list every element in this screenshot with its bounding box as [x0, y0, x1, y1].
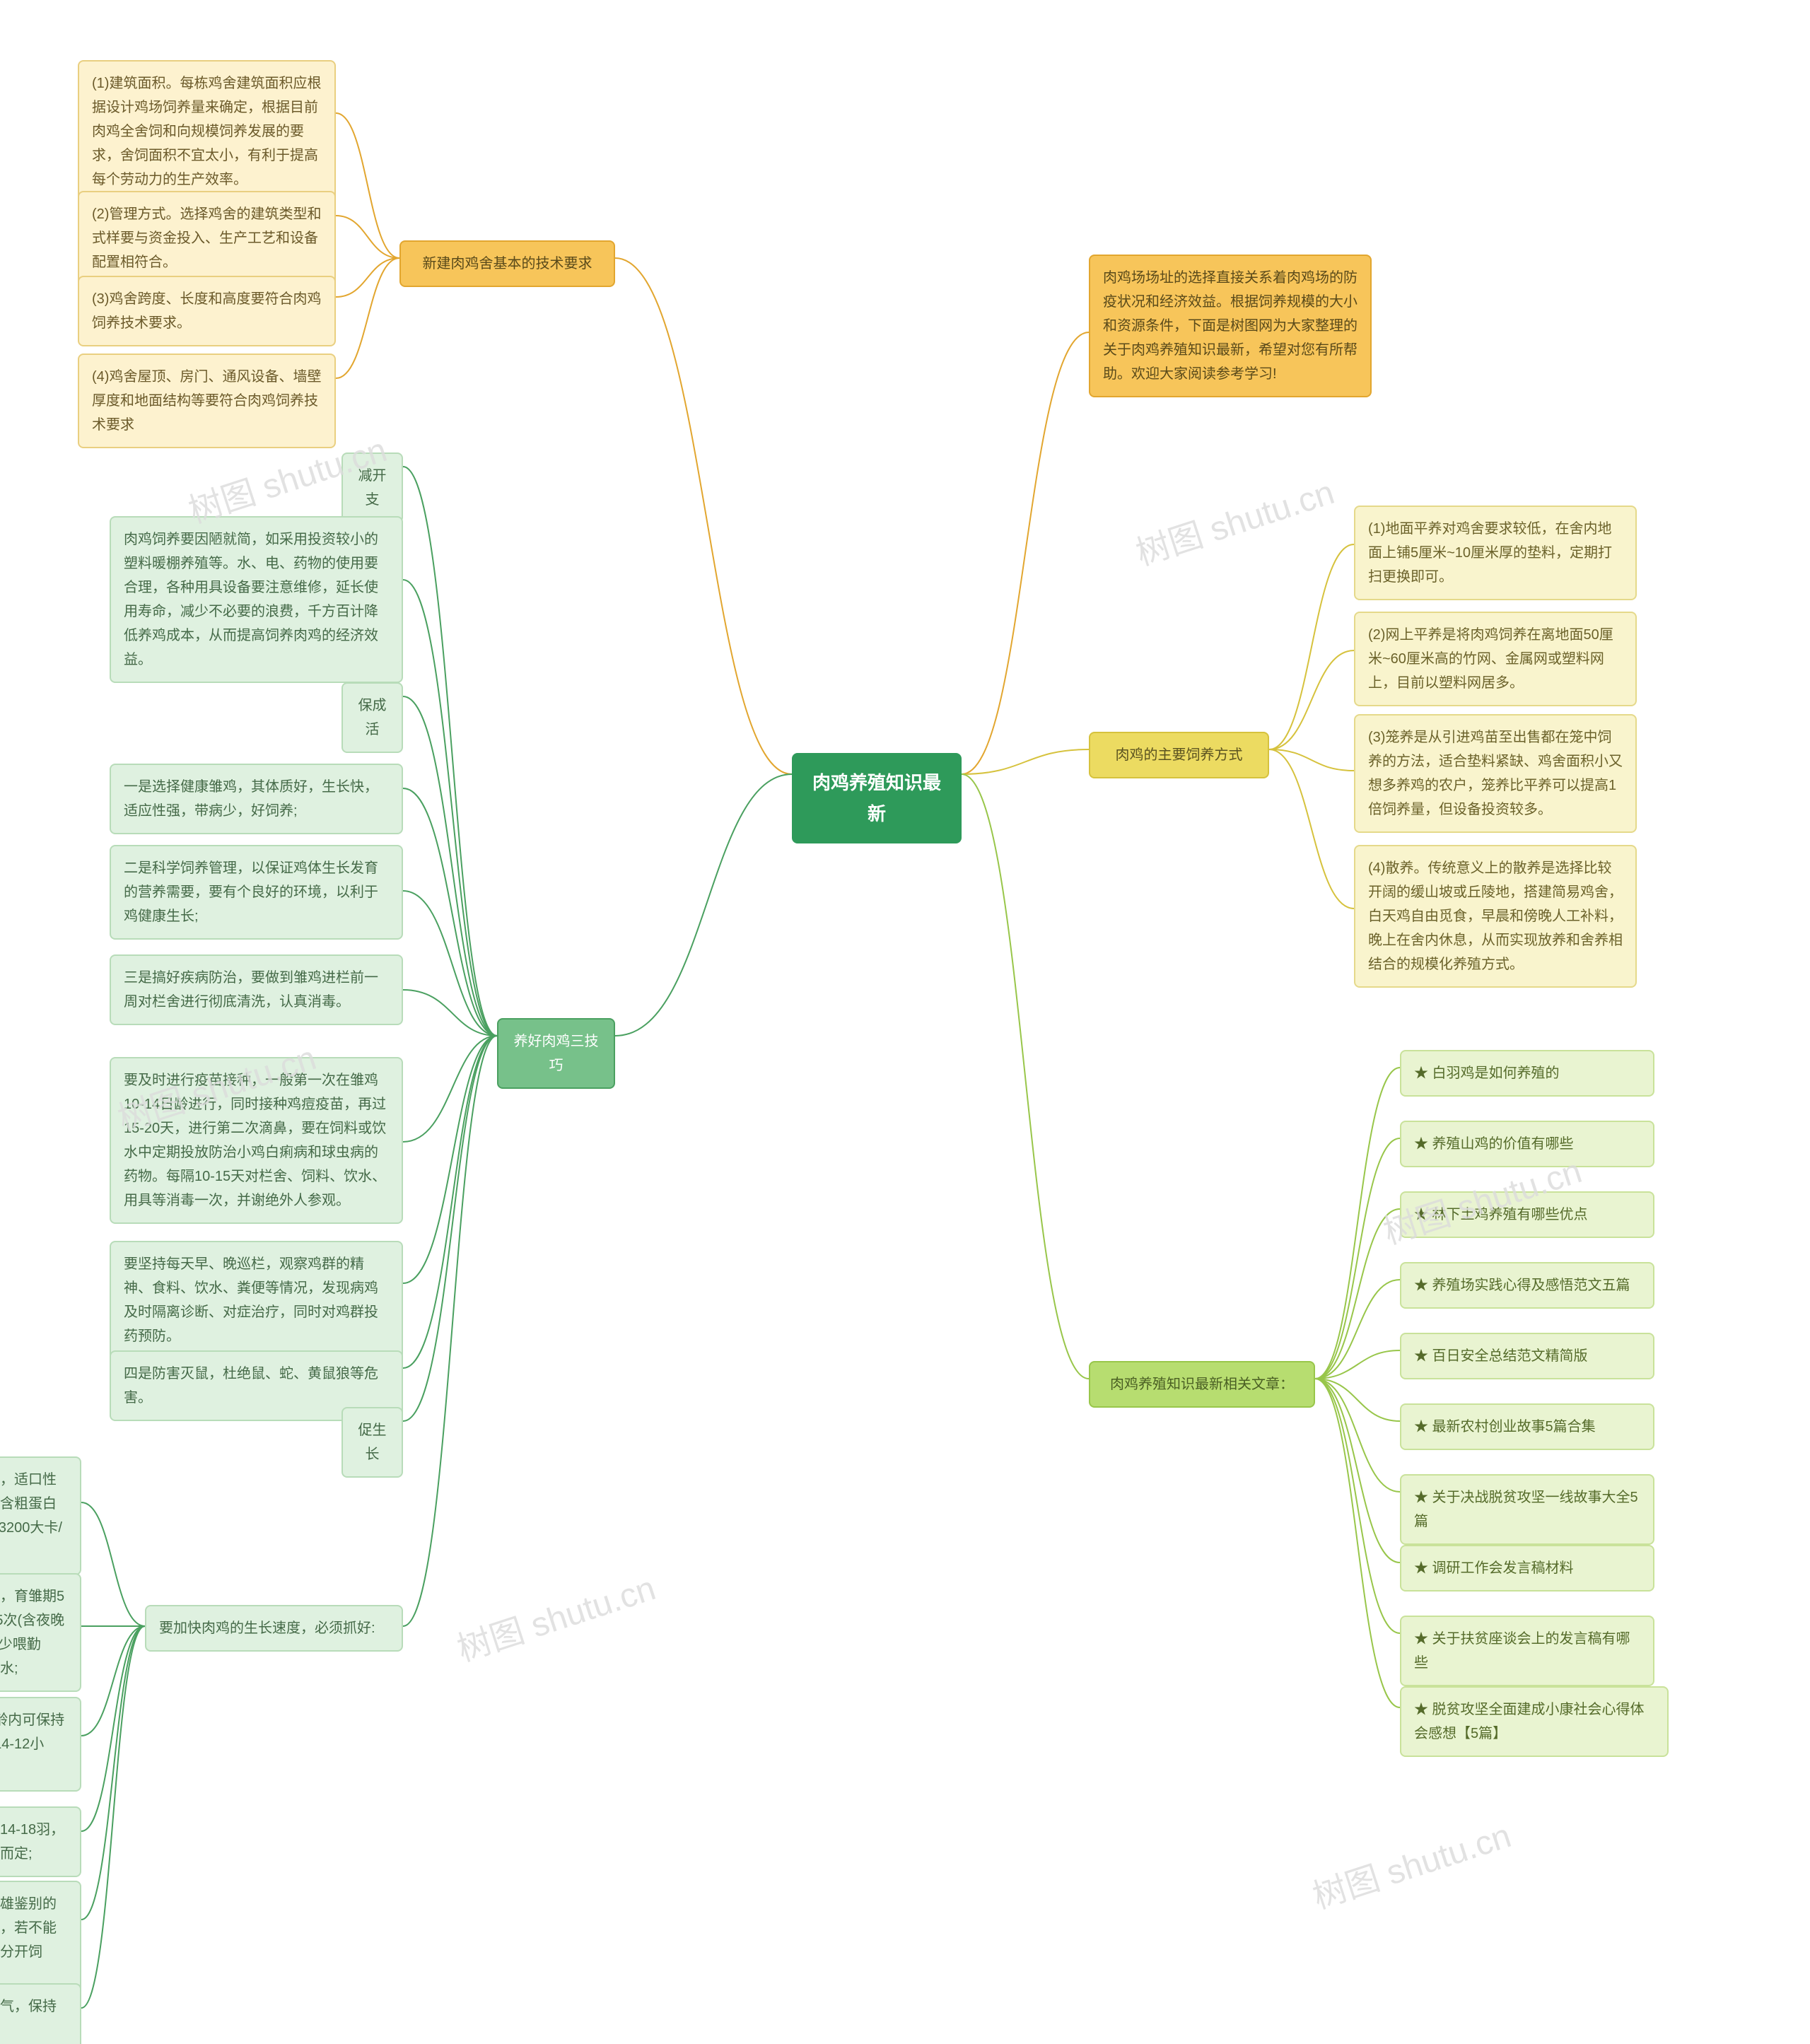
- branch2-item-1: (1)地面平养对鸡舍要求较低，在舍内地面上铺5厘米~10厘米厚的垫料，定期打扫更…: [1354, 506, 1637, 600]
- branch1-item-2: (2)管理方式。选择鸡舍的建筑类型和式样要与资金投入、生产工艺和设备配置相符合。: [78, 191, 336, 286]
- branch3-sub1-item0: 一是选择健康雏鸡，其体质好，生长快，适应性强，带病少，好饲养;: [110, 764, 403, 834]
- watermark: 树图 shutu.cn: [450, 1560, 660, 1671]
- watermark: 树图 shutu.cn: [1128, 465, 1339, 575]
- branch3-sub2-speed: 要加快肉鸡的生长速度，必须抓好:: [145, 1605, 403, 1652]
- branch3-sub0-label[interactable]: 减开支: [341, 452, 403, 523]
- branch1-item-1: (1)建筑面积。每栋鸡舍建筑面积应根据设计鸡场饲养量来确定，根据目前肉鸡全舍饲和…: [78, 60, 336, 203]
- watermark: 树图 shutu.cn: [1305, 1808, 1516, 1918]
- branch1-label[interactable]: 新建肉鸡舍基本的技术要求: [399, 240, 615, 287]
- branch4-item-5[interactable]: ★ 最新农村创业故事5篇合集: [1400, 1403, 1654, 1450]
- branch2-item-4: (4)散养。传统意义上的散养是选择比较开阔的缓山坡或丘陵地，搭建简易鸡舍，白天鸡…: [1354, 845, 1637, 988]
- branch4-item-3[interactable]: ★ 养殖场实践心得及感悟范文五篇: [1400, 1262, 1654, 1309]
- branch3-sub2-item0: ①优质饲料。要求营养全面，适口性好，新鲜无霉，容易消化，含粗蛋白质21%-23%…: [0, 1456, 81, 1575]
- branch3-sub1-label[interactable]: 保成活: [341, 682, 403, 753]
- branch4-item-6[interactable]: ★ 关于决战脱贫攻坚一线故事大全5篇: [1400, 1474, 1654, 1545]
- branch4-item-0[interactable]: ★ 白羽鸡是如何养殖的: [1400, 1050, 1654, 1097]
- branch4-item-9[interactable]: ★ 脱贫攻坚全面建成小康社会心得体会感想【5篇】: [1400, 1686, 1669, 1757]
- branch2-label[interactable]: 肉鸡的主要饲养方式: [1089, 732, 1269, 778]
- branch3-sub1-item4: 要坚持每天早、晚巡栏，观察鸡群的精神、食料、饮水、粪便等情况，发现病鸡及时隔离诊…: [110, 1241, 403, 1360]
- branch3-sub1-item2: 三是搞好疾病防治，要做到雏鸡进栏前一周对栏舍进行彻底清洗，认真消毒。: [110, 954, 403, 1025]
- branch1-item-3: (3)鸡舍跨度、长度和高度要符合肉鸡饲养技术要求。: [78, 276, 336, 346]
- intro-node: 肉鸡场场址的选择直接关系着肉鸡场的防疫状况和经济效益。根据饲养规模的大小和资源条…: [1089, 255, 1372, 397]
- branch3-sub1-item1: 二是科学饲养管理，以保证鸡体生长发育的营养需要，要有个良好的环境，以利于鸡健康生…: [110, 845, 403, 940]
- branch2-item-3: (3)笼养是从引进鸡苗至出售都在笼中饲养的方法，适合垫料紧缺、鸡舍面积小又想多养…: [1354, 714, 1637, 833]
- branch3-sub0-item0: 肉鸡饲养要因陋就简，如采用投资较小的塑料暖棚养殖等。水、电、药物的使用要合理，各…: [110, 516, 403, 683]
- branch4-item-1[interactable]: ★ 养殖山鸡的价值有哪些: [1400, 1121, 1654, 1167]
- branch3-sub2-item1: ②多餐喂料。肉鸡每日喂料，育雏期5～6次(含夜晚1次)，以后4-5次(含夜晚1次…: [0, 1573, 81, 1692]
- branch2-item-2: (2)网上平养是将肉鸡饲养在离地面50厘米~60厘米高的竹网、金属网或塑料网上，…: [1354, 612, 1637, 706]
- branch4-item-4[interactable]: ★ 百日安全总结范文精简版: [1400, 1333, 1654, 1379]
- branch3-label[interactable]: 养好肉鸡三技巧: [497, 1018, 615, 1089]
- branch3-sub1-item3: 要及时进行疫苗接种，一般第一次在雏鸡10-14日龄进行，同时接种鸡痘疫苗，再过1…: [110, 1057, 403, 1224]
- branch3-sub2-label[interactable]: 促生长: [341, 1407, 403, 1478]
- branch3-sub2-item3: ④密度合理。一般每平方米14-18羽，具体根据肉鸡的品种和体重而定;: [0, 1806, 81, 1877]
- branch3-sub2-item4: ⑤公母分群。有条件进行雌雄鉴别的可从育雏开始公母分群饲养，若不能鉴别公母的，可在…: [0, 1881, 81, 1999]
- branch4-item-2[interactable]: ★ 林下土鸡养殖有哪些优点: [1400, 1191, 1654, 1238]
- branch4-item-7[interactable]: ★ 调研工作会发言稿材料: [1400, 1545, 1654, 1592]
- root-node[interactable]: 肉鸡养殖知识最新: [792, 753, 962, 843]
- branch4-item-8[interactable]: ★ 关于扶贫座谈会上的发言稿有哪些: [1400, 1616, 1654, 1686]
- branch3-sub2-item2: ③暗淡光照。雏鸡出壳3日龄内可保持光照23-24小时，以后降为14-12小时。光…: [0, 1697, 81, 1792]
- branch3-sub2-item5: ⑥新鲜空气。要定时通风透气，保持栏内空气新鲜。: [0, 1983, 81, 2044]
- branch4-label[interactable]: 肉鸡养殖知识最新相关文章：: [1089, 1361, 1315, 1408]
- mindmap-canvas: 肉鸡养殖知识最新 肉鸡场场址的选择直接关系着肉鸡场的防疫状况和经济效益。根据饲养…: [0, 0, 1810, 2044]
- branch1-item-4: (4)鸡舍屋顶、房门、通风设备、墙壁厚度和地面结构等要符合肉鸡饲养技术要求: [78, 354, 336, 448]
